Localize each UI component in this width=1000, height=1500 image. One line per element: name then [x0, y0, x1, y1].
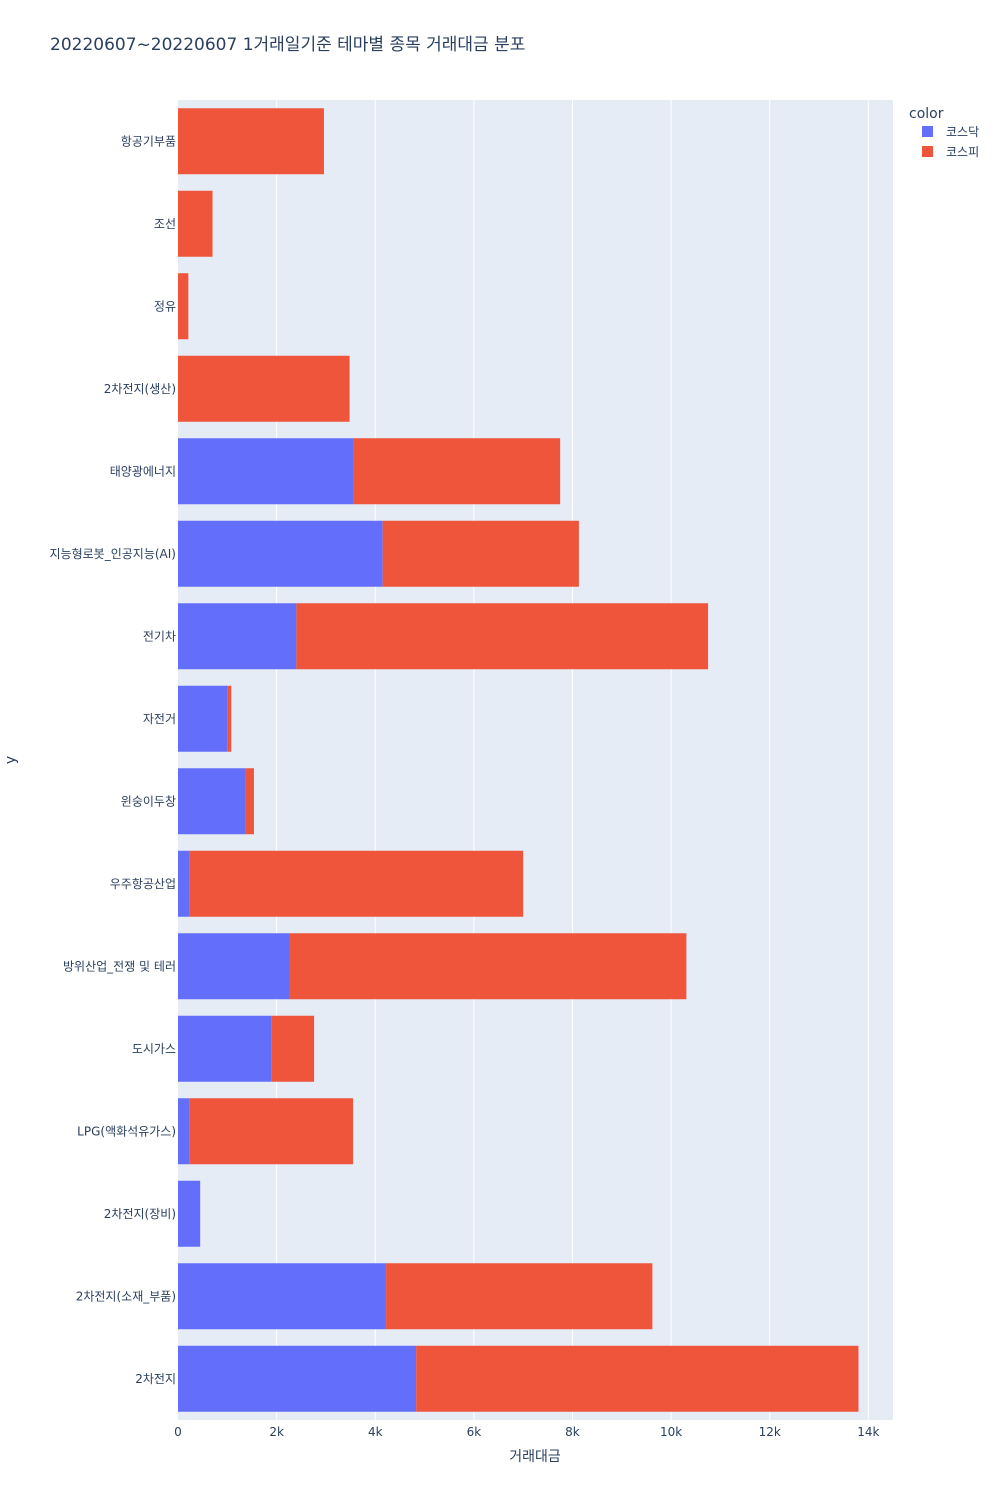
bar-kosdaq[interactable]: [178, 520, 383, 587]
y-tick-label: LPG(액화석유가스): [77, 1124, 176, 1138]
plot-area: [178, 100, 893, 1420]
bar-kosdaq[interactable]: [178, 1345, 417, 1412]
y-tick-label: 조선: [154, 217, 176, 231]
x-tick-label: 10k: [660, 1425, 682, 1439]
bar-kospi[interactable]: [178, 273, 189, 340]
x-tick-label: 8k: [565, 1425, 580, 1439]
bar-kosdaq[interactable]: [178, 1015, 272, 1082]
x-axis-title: 거래대금: [509, 1449, 561, 1465]
x-tick-label: 2k: [269, 1425, 284, 1439]
bar-kospi[interactable]: [271, 1015, 315, 1082]
y-tick-label: 자전거: [143, 712, 176, 726]
bar-kosdaq[interactable]: [178, 438, 354, 505]
legend-title: color: [909, 106, 944, 122]
legend-swatch-kosdaq[interactable]: [922, 126, 933, 137]
x-tick-label: 14k: [857, 1425, 879, 1439]
x-tick-label: 6k: [467, 1425, 482, 1439]
bar-kospi[interactable]: [178, 355, 350, 422]
y-tick-label: 2차전지(장비): [104, 1207, 176, 1221]
x-tick-label: 0: [174, 1425, 182, 1439]
bar-kospi[interactable]: [178, 108, 324, 175]
y-tick-label: 방위산업_전쟁 및 테러: [63, 959, 176, 973]
y-axis-title: y: [3, 756, 19, 764]
bar-kospi[interactable]: [189, 1098, 354, 1165]
bar-kospi[interactable]: [382, 520, 579, 587]
bar-kospi[interactable]: [189, 850, 524, 917]
bar-kospi[interactable]: [245, 768, 254, 835]
bar-kosdaq[interactable]: [178, 1098, 190, 1165]
y-tick-label: 태양광에너지: [110, 464, 176, 478]
y-tick-label: 우주항공산업: [110, 877, 176, 891]
bar-kospi[interactable]: [296, 603, 709, 670]
bars: [178, 108, 859, 1412]
bar-kospi[interactable]: [227, 685, 232, 752]
bar-kosdaq[interactable]: [178, 1263, 387, 1330]
bar-kospi[interactable]: [289, 933, 687, 1000]
y-tick-label: 2차전지(소재_부품): [76, 1289, 176, 1303]
bar-kosdaq[interactable]: [178, 603, 297, 670]
legend: color 코스닥 코스피: [909, 106, 979, 159]
y-tick-label: 도시가스: [132, 1042, 176, 1056]
y-tick-label: 정유: [154, 299, 176, 313]
gridlines: [276, 100, 869, 1420]
x-tick-labels: 0 2k 4k 6k 8k 10k 12k 14k: [174, 1425, 879, 1439]
bar-kospi[interactable]: [416, 1345, 859, 1412]
x-tick-label: 4k: [368, 1425, 383, 1439]
y-tick-label: 항공기부품: [121, 134, 176, 148]
bar-kosdaq[interactable]: [178, 850, 190, 917]
legend-swatch-kospi[interactable]: [922, 146, 933, 157]
legend-label-kospi[interactable]: 코스피: [946, 145, 979, 159]
legend-label-kosdaq[interactable]: 코스닥: [946, 125, 979, 139]
x-tick-label: 12k: [759, 1425, 781, 1439]
y-tick-label: 전기차: [143, 629, 176, 643]
y-tick-label: 지능형로봇_인공지능(AI): [50, 547, 176, 561]
chart-title: 20220607~20220607 1거래일기준 테마별 종목 거래대금 분포: [50, 35, 525, 55]
bar-kosdaq[interactable]: [178, 768, 246, 835]
y-tick-label: 윈숭이두창: [121, 794, 176, 808]
bar-kospi[interactable]: [386, 1263, 653, 1330]
y-tick-label: 2차전지: [135, 1372, 176, 1386]
bar-kosdaq[interactable]: [178, 685, 228, 752]
bar-kosdaq[interactable]: [178, 1180, 201, 1247]
bar-kospi[interactable]: [178, 190, 213, 257]
bar-kosdaq[interactable]: [178, 933, 290, 1000]
y-tick-label: 2차전지(생산): [104, 382, 176, 396]
bar-kospi[interactable]: [353, 438, 561, 505]
